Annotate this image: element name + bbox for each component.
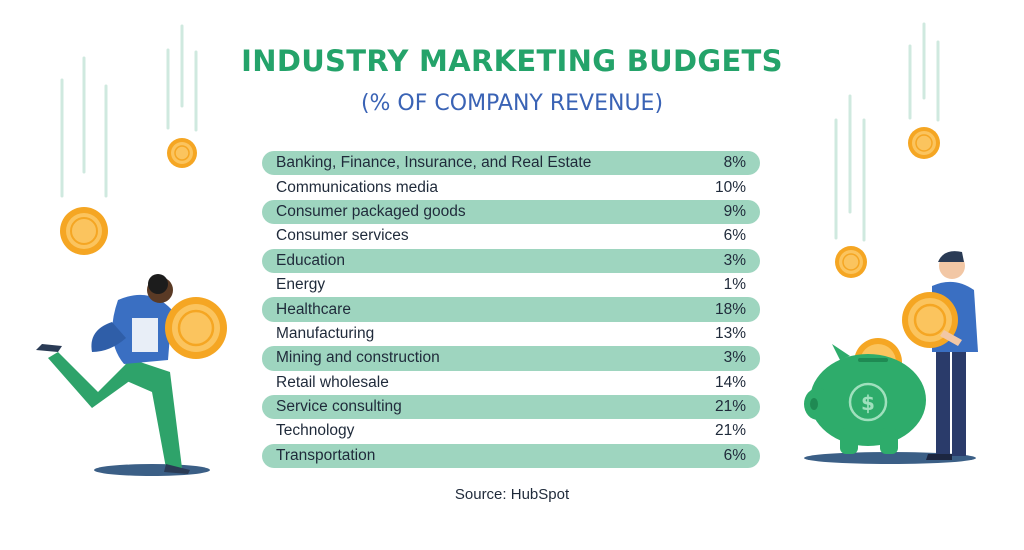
- industry-label: Manufacturing: [276, 324, 375, 342]
- industry-label: Mining and construction: [276, 349, 440, 367]
- industry-label: Service consulting: [276, 398, 402, 416]
- running-person-illustration: [36, 274, 227, 476]
- coin-trail-lines-right: [834, 22, 940, 242]
- chart-subtitle: (% OF COMPANY REVENUE): [360, 91, 664, 116]
- budget-percentage: 14%: [714, 373, 746, 391]
- table-row: Service consulting 21%: [262, 394, 760, 420]
- industry-label: Retail wholesale: [276, 373, 389, 391]
- table-row: Energy 1%: [262, 273, 760, 297]
- industry-label: Transportation: [276, 446, 376, 464]
- table-row: Manufacturing 13%: [262, 322, 760, 346]
- table-row: Education 3%: [262, 248, 760, 273]
- table-row: Mining and construction 3%: [262, 346, 760, 371]
- industry-label: Banking, Finance, Insurance, and Real Es…: [276, 154, 592, 172]
- table-row: Healthcare 18%: [262, 297, 760, 322]
- falling-coin-icon: [908, 127, 940, 159]
- table-row: Consumer packaged goods 9%: [262, 199, 760, 225]
- industry-label: Education: [276, 251, 345, 269]
- dollar-sign-icon: $: [861, 391, 875, 415]
- budget-percentage: 3%: [723, 251, 746, 269]
- industry-label: Communications media: [276, 178, 438, 196]
- budget-percentage: 3%: [723, 349, 746, 367]
- budget-percentage: 10%: [714, 178, 746, 196]
- chart-title: INDUSTRY MARKETING BUDGETS: [241, 44, 783, 78]
- table-row: Communications media 10%: [262, 175, 760, 199]
- table-row: Consumer services 6%: [262, 224, 760, 248]
- industry-label: Healthcare: [276, 300, 351, 318]
- budget-percentage: 6%: [723, 227, 746, 245]
- industry-label: Consumer packaged goods: [276, 202, 466, 220]
- table-row: Technology 21%: [262, 419, 760, 443]
- table-row: Banking, Finance, Insurance, and Real Es…: [262, 151, 760, 176]
- budget-percentage: 13%: [714, 324, 746, 342]
- budget-percentage: 18%: [714, 300, 746, 318]
- standing-person-illustration: [902, 251, 978, 460]
- budget-percentage: 6%: [723, 446, 746, 464]
- industry-label: Energy: [276, 276, 326, 294]
- falling-coin-icon: [835, 246, 867, 278]
- coin-trail-lines-left: [60, 24, 198, 198]
- budget-percentage: 9%: [723, 202, 746, 220]
- budget-percentage: 1%: [723, 276, 746, 294]
- table-row: Retail wholesale 14%: [262, 371, 760, 395]
- piggy-bank-icon: $: [804, 338, 976, 464]
- falling-coin-icon: [60, 207, 108, 255]
- budget-table: Banking, Finance, Insurance, and Real Es…: [262, 151, 760, 469]
- industry-label: Consumer services: [276, 227, 409, 245]
- budget-percentage: 8%: [723, 154, 746, 172]
- industry-label: Technology: [276, 422, 355, 440]
- table-row: Transportation 6%: [262, 443, 760, 469]
- source-note: Source: HubSpot: [454, 486, 570, 503]
- falling-coin-icon: [167, 138, 197, 168]
- budget-percentage: 21%: [714, 422, 746, 440]
- budget-percentage: 21%: [714, 398, 746, 416]
